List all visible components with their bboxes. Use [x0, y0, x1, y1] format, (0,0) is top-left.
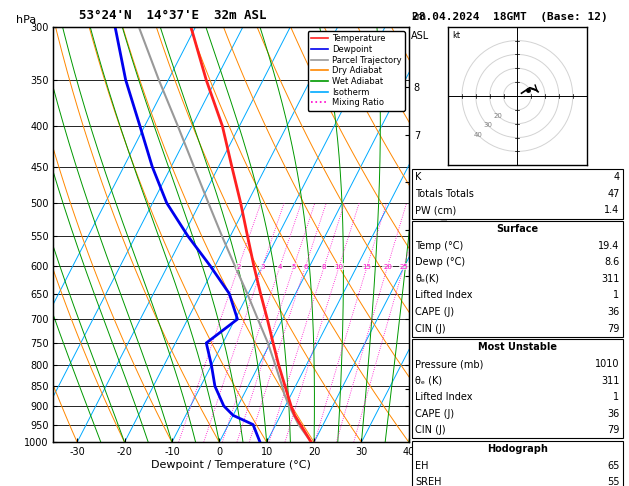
Text: 40: 40	[474, 132, 482, 139]
Legend: Temperature, Dewpoint, Parcel Trajectory, Dry Adiabat, Wet Adiabat, Isotherm, Mi: Temperature, Dewpoint, Parcel Trajectory…	[308, 31, 404, 110]
Text: 79: 79	[607, 324, 620, 333]
Text: hPa: hPa	[16, 15, 36, 25]
Text: CIN (J): CIN (J)	[415, 324, 446, 333]
Y-axis label: Mixing Ratio (g/kg): Mixing Ratio (g/kg)	[438, 189, 448, 280]
Text: 311: 311	[601, 376, 620, 385]
Text: 15: 15	[362, 264, 372, 270]
Text: 36: 36	[608, 409, 620, 418]
Text: 20: 20	[383, 264, 392, 270]
Text: 1: 1	[613, 392, 620, 402]
Text: Dewp (°C): Dewp (°C)	[415, 258, 465, 267]
Text: Lifted Index: Lifted Index	[415, 392, 472, 402]
Text: 1: 1	[613, 291, 620, 300]
Text: Pressure (mb): Pressure (mb)	[415, 359, 484, 369]
Text: θₑ(K): θₑ(K)	[415, 274, 439, 284]
Text: 65: 65	[607, 461, 620, 470]
Text: Temp (°C): Temp (°C)	[415, 241, 464, 251]
Text: ASL: ASL	[411, 31, 429, 41]
Text: 4: 4	[277, 264, 282, 270]
Text: 4: 4	[613, 173, 620, 182]
Text: 3: 3	[260, 264, 265, 270]
Text: CAPE (J): CAPE (J)	[415, 307, 454, 317]
Text: Surface: Surface	[496, 225, 538, 234]
Text: 53°24'N  14°37'E  32m ASL: 53°24'N 14°37'E 32m ASL	[79, 9, 266, 22]
Text: 10: 10	[335, 264, 343, 270]
Text: Lifted Index: Lifted Index	[415, 291, 472, 300]
Text: 19.4: 19.4	[598, 241, 620, 251]
Text: 55: 55	[607, 477, 620, 486]
Text: 1010: 1010	[595, 359, 620, 369]
Text: 30: 30	[483, 122, 493, 128]
Text: Hodograph: Hodograph	[487, 444, 548, 454]
Text: CAPE (J): CAPE (J)	[415, 409, 454, 418]
Text: © weatheronline.co.uk: © weatheronline.co.uk	[469, 447, 565, 456]
Text: 47: 47	[607, 189, 620, 199]
Text: PW (cm): PW (cm)	[415, 206, 457, 215]
Text: 36: 36	[608, 307, 620, 317]
Text: 28.04.2024  18GMT  (Base: 12): 28.04.2024 18GMT (Base: 12)	[412, 12, 608, 22]
Text: 5: 5	[292, 264, 296, 270]
X-axis label: Dewpoint / Temperature (°C): Dewpoint / Temperature (°C)	[151, 460, 311, 470]
Text: 8.6: 8.6	[604, 258, 620, 267]
Text: 2: 2	[237, 264, 241, 270]
Text: CIN (J): CIN (J)	[415, 425, 446, 435]
Text: Most Unstable: Most Unstable	[478, 343, 557, 352]
Text: 311: 311	[601, 274, 620, 284]
Text: θₑ (K): θₑ (K)	[415, 376, 442, 385]
Text: 20: 20	[493, 113, 502, 119]
Text: km: km	[411, 12, 426, 22]
Text: EH: EH	[415, 461, 428, 470]
Text: 25: 25	[399, 264, 408, 270]
Text: 1.4: 1.4	[604, 206, 620, 215]
Text: 6: 6	[303, 264, 308, 270]
Text: kt: kt	[452, 31, 460, 40]
Text: K: K	[415, 173, 421, 182]
Text: SREH: SREH	[415, 477, 442, 486]
Text: 79: 79	[607, 425, 620, 435]
Text: Totals Totals: Totals Totals	[415, 189, 474, 199]
Text: 8: 8	[322, 264, 326, 270]
